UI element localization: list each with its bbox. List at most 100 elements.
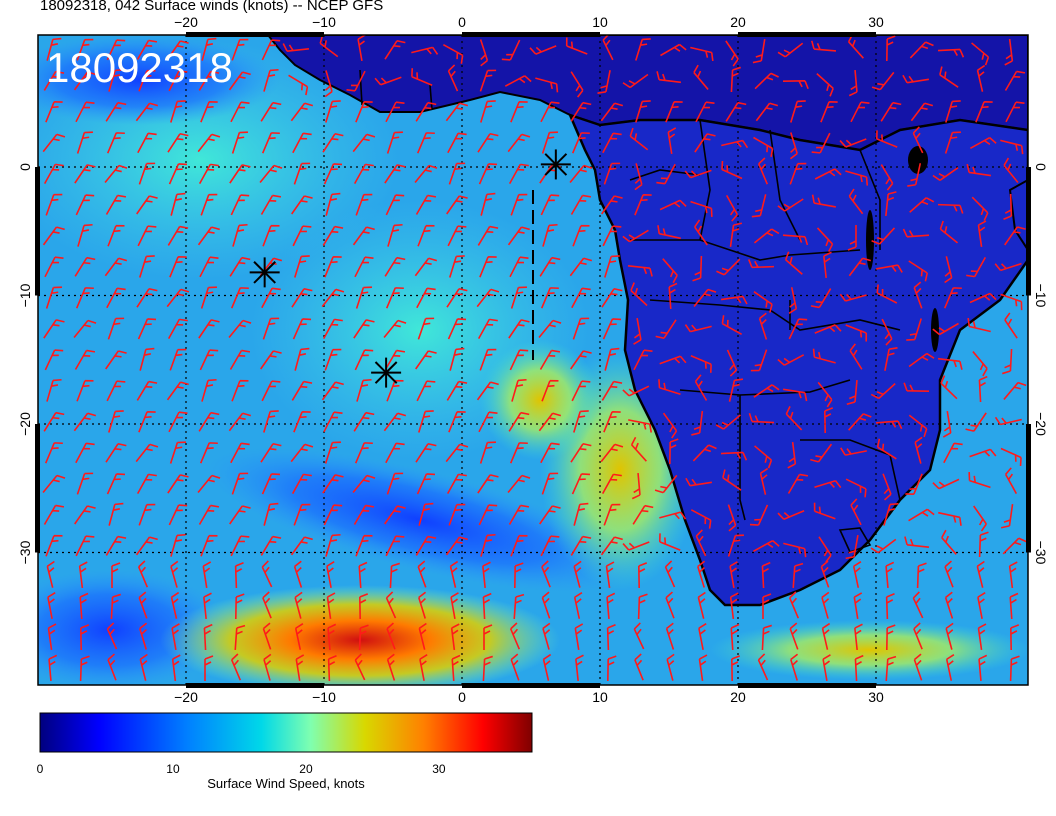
wind-barb [730, 623, 740, 651]
wind-barb [292, 225, 312, 247]
wind-barb [976, 64, 986, 92]
wind-barb [601, 195, 623, 215]
wind-barb [633, 318, 642, 345]
wind-barb [664, 560, 676, 588]
wind-barb [729, 592, 739, 620]
wind-barb [135, 102, 159, 122]
wind-barb [232, 223, 248, 247]
wind-barb [913, 281, 923, 309]
wind-barb [628, 419, 653, 433]
wind-barb [569, 257, 593, 277]
wind-barb [169, 256, 187, 278]
wind-barb [385, 101, 405, 123]
wind-barb [352, 226, 375, 246]
wind-barb [904, 536, 930, 548]
wind-barb [884, 346, 898, 371]
wind-barb [263, 410, 279, 433]
wind-barb [945, 100, 961, 123]
wind-barb [326, 592, 336, 620]
wind-barb [136, 39, 158, 60]
wind-barb [1000, 139, 1024, 155]
wind-barb [260, 535, 282, 556]
wind-barb [573, 560, 582, 588]
wind-barb [1004, 38, 1014, 66]
lakes [866, 146, 939, 352]
lon-label-top-3: 10 [592, 14, 608, 30]
wind-barb [445, 102, 469, 122]
wind-barb [814, 480, 842, 489]
wind-barb [323, 411, 343, 433]
wind-barb [168, 163, 188, 185]
wind-barb [622, 541, 650, 551]
wind-barb [978, 531, 989, 558]
wind-barb [261, 287, 281, 309]
wind-barb [230, 653, 242, 681]
wind-barb [291, 287, 313, 308]
wind-barb [726, 349, 738, 377]
wind-barb [509, 256, 529, 278]
wind-barb [1010, 624, 1020, 651]
wind-barb [824, 407, 834, 434]
wind-barb [603, 503, 621, 526]
wind-barb [845, 170, 869, 186]
wind-barb [418, 591, 427, 619]
lat-label-left-0: 0 [17, 163, 33, 171]
wind-barb [442, 43, 464, 64]
wind-barb [845, 478, 867, 498]
wind-barb [386, 653, 396, 681]
wind-barb [909, 41, 934, 59]
wind-barb [228, 71, 251, 91]
wind-barb [411, 46, 439, 55]
wind-barb [476, 381, 499, 401]
wind-barb [203, 592, 212, 620]
wind-barb [694, 219, 708, 246]
lon-label-bottom-3: 10 [592, 689, 608, 705]
wind-barb [816, 227, 834, 253]
wind-barb [1002, 348, 1013, 375]
wind-barb [908, 352, 935, 368]
wind-barb [415, 194, 437, 215]
wind-barb [346, 70, 366, 92]
wind-barb [479, 441, 496, 464]
wind-barb [293, 503, 311, 526]
wind-barb [415, 101, 437, 122]
wind-barb [909, 197, 935, 213]
wind-barb [847, 225, 857, 251]
frame-bar-right-1 [1026, 424, 1031, 553]
wind-barb [234, 624, 246, 651]
wind-barb [538, 319, 562, 339]
wind-barb [690, 509, 712, 529]
coastal-jet-2 [480, 340, 600, 460]
wind-barb [698, 623, 707, 650]
colorbar-tick-3: 30 [432, 762, 446, 776]
wind-barb [913, 653, 923, 681]
wind-barb [260, 194, 282, 215]
wind-barb [821, 622, 831, 650]
wind-barb [813, 502, 836, 520]
wind-barb [942, 411, 952, 438]
wind-barb [850, 498, 862, 526]
land-east-coast [1008, 178, 1028, 252]
wind-barb [1000, 503, 1014, 529]
wind-barb [849, 343, 863, 370]
wind-barb [292, 318, 312, 340]
wind-barb [197, 133, 221, 153]
wind-barb [777, 354, 805, 366]
wind-barb [263, 653, 272, 681]
marker-1 [540, 149, 571, 180]
wind-barb [541, 379, 559, 402]
marker-3 [371, 357, 402, 388]
wind-barb [139, 653, 148, 681]
wind-barb [635, 38, 651, 61]
wind-barb [570, 194, 592, 215]
wind-barb [692, 255, 703, 282]
wind-barb [693, 288, 717, 308]
wind-barb [74, 349, 96, 370]
wind-barb [324, 256, 342, 278]
wind-barb [446, 473, 467, 495]
wind-barb [448, 162, 466, 185]
wind-barb [810, 288, 832, 309]
wind-barb [541, 472, 559, 495]
wind-barb [416, 473, 436, 495]
frame-bar-bottom-0 [186, 683, 324, 688]
